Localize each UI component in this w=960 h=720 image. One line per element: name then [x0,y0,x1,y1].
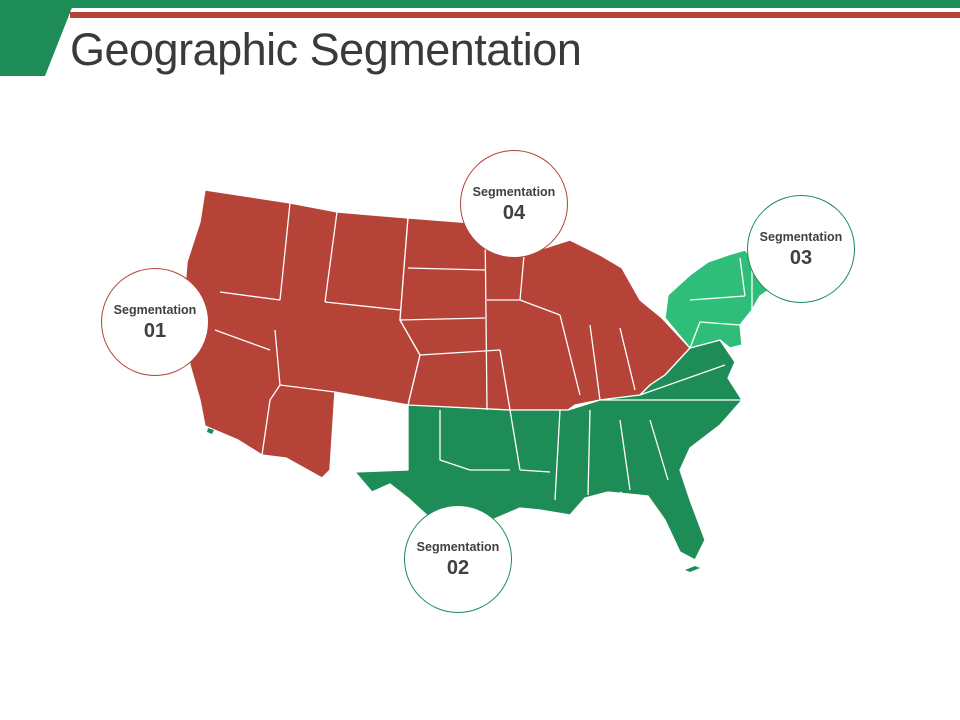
segment-label: Segmentation [416,539,500,554]
header-green-stripe [70,0,960,8]
segment-label: Segmentation [113,302,197,317]
page-title: Geographic Segmentation [70,24,582,75]
map-island-ca [207,428,214,434]
segment-number: 04 [502,201,526,224]
header-red-stripe [70,12,960,18]
corner-accent-tab [0,0,75,76]
map-region-west [182,189,421,479]
segment-label: Segmentation [472,184,556,199]
segment-number: 03 [789,246,813,269]
segment-number: 01 [143,319,167,342]
segment-badge-03: Segmentation 03 [747,195,855,303]
segment-badge-02: Segmentation 02 [404,505,512,613]
segment-badge-01: Segmentation 01 [101,268,209,376]
segment-badge-04: Segmentation 04 [460,150,568,258]
segment-label: Segmentation [759,229,843,244]
segment-number: 02 [446,556,470,579]
map-island-keys [685,566,700,572]
